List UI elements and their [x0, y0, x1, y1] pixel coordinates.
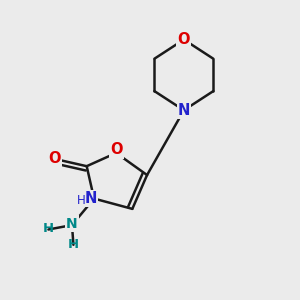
Text: H: H: [68, 238, 79, 251]
Text: N: N: [85, 191, 97, 206]
Text: H: H: [77, 194, 86, 207]
Text: H: H: [43, 221, 54, 235]
Text: N: N: [178, 103, 190, 118]
Text: O: O: [178, 32, 190, 47]
Text: N: N: [66, 217, 78, 231]
Text: O: O: [48, 151, 61, 166]
Text: O: O: [110, 142, 122, 158]
